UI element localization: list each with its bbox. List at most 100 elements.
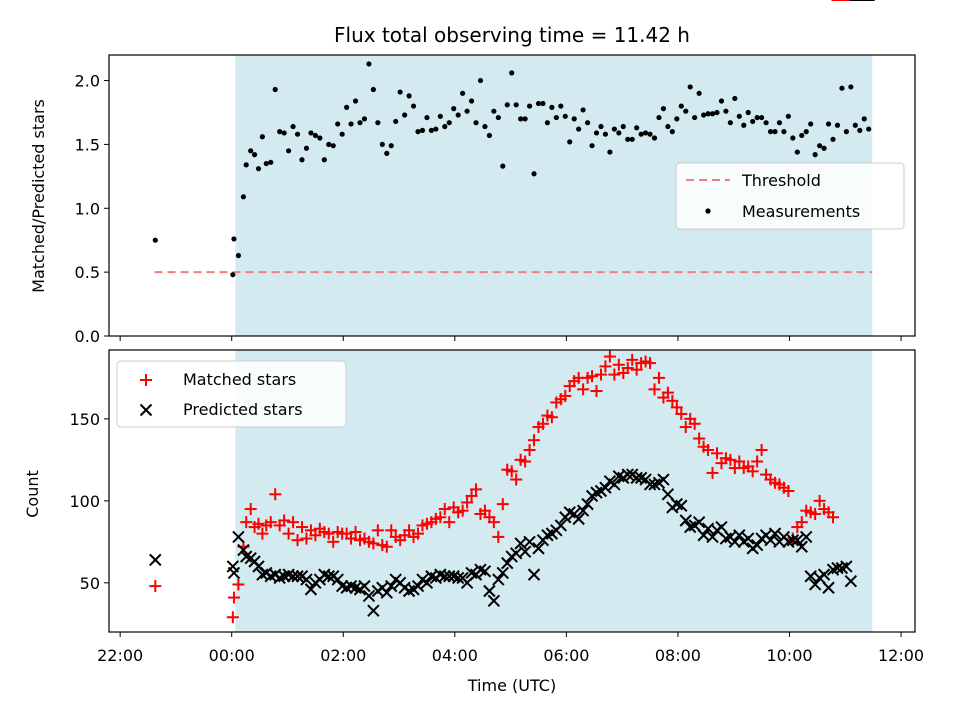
top-panel-marks bbox=[152, 61, 873, 278]
matched-star-point bbox=[505, 465, 518, 478]
measurement-point bbox=[866, 126, 872, 132]
matched-star-point bbox=[702, 444, 715, 457]
measurement-point bbox=[384, 150, 390, 156]
measurement-point bbox=[433, 126, 439, 132]
matched-star-point bbox=[470, 483, 483, 496]
matched-star-point bbox=[559, 389, 572, 402]
matched-star-point bbox=[666, 394, 679, 407]
measurement-point bbox=[674, 116, 680, 122]
x-tick-label: 22:00 bbox=[97, 646, 143, 665]
measurement-point bbox=[442, 123, 448, 130]
matched-star-point bbox=[371, 524, 384, 537]
predicted-star-point bbox=[483, 584, 496, 598]
predicted-star-point bbox=[358, 579, 371, 593]
measurement-point bbox=[299, 157, 305, 163]
predicted-star-point bbox=[487, 594, 501, 608]
measurement-point bbox=[406, 93, 412, 99]
bottom-panel: 50 100 150 22:00 00:00 02:00 04:00 06:00 08:00 1… bbox=[23, 0, 924, 695]
measurement-point bbox=[665, 123, 671, 130]
measurement-point bbox=[772, 129, 778, 135]
measurement-point bbox=[397, 89, 403, 95]
predicted-star-point bbox=[527, 568, 541, 581]
predicted-star-point bbox=[608, 478, 621, 491]
matched-star-point bbox=[300, 532, 313, 545]
matched-star-point bbox=[630, 363, 643, 376]
measurement-point bbox=[348, 121, 354, 127]
predicted-star-point bbox=[692, 515, 706, 529]
predicted-star-point bbox=[362, 589, 376, 603]
matched-star-point bbox=[492, 530, 505, 543]
measurement-point bbox=[571, 116, 577, 122]
measurement-point bbox=[388, 143, 394, 149]
matched-star-point bbox=[269, 488, 282, 501]
matched-star-point bbox=[244, 503, 257, 516]
measurement-point bbox=[736, 113, 742, 119]
matched-star-point bbox=[813, 494, 826, 507]
predicted-star-point bbox=[599, 481, 612, 494]
predicted-star-point bbox=[438, 570, 451, 583]
bottom-x-ticks: 22:00 00:00 02:00 04:00 06:00 08:00 10:00 12:00 bbox=[97, 632, 924, 665]
predicted-star-point bbox=[808, 578, 822, 591]
predicted-star-point bbox=[501, 556, 514, 570]
matched-star-point bbox=[706, 466, 719, 479]
matched-star-point bbox=[434, 511, 447, 524]
matched-star-point bbox=[252, 517, 265, 530]
measurement-point bbox=[263, 160, 269, 167]
measurement-point bbox=[272, 86, 278, 93]
measurement-point bbox=[732, 95, 738, 102]
measurement-point bbox=[799, 132, 805, 139]
matched-star-point bbox=[519, 455, 532, 468]
measurement-point bbox=[852, 122, 858, 128]
x-tick-label: 04:00 bbox=[432, 646, 478, 665]
matched-star-point bbox=[621, 362, 634, 375]
measurement-point bbox=[379, 141, 385, 148]
measurement-point bbox=[705, 111, 711, 117]
measurement-point bbox=[723, 108, 729, 114]
y-tick-label: 0.5 bbox=[75, 263, 100, 282]
predicted-star-point bbox=[621, 468, 634, 481]
matched-star-point bbox=[612, 358, 625, 371]
measurement-point bbox=[357, 120, 363, 126]
measurement-point bbox=[549, 104, 555, 110]
measurement-point bbox=[375, 120, 381, 126]
matched-star-point bbox=[327, 535, 340, 548]
matched-star-point bbox=[227, 591, 240, 604]
y-tick-label: 1.5 bbox=[75, 135, 100, 154]
measurement-point bbox=[642, 130, 649, 136]
bottom-x-axis-label: Time (UTC) bbox=[467, 676, 556, 695]
predicted-star-point bbox=[532, 542, 545, 555]
matched-star-point bbox=[232, 578, 245, 591]
legend-predicted-label: Predicted stars bbox=[183, 400, 303, 419]
matched-star-point bbox=[291, 534, 304, 547]
matched-star-point bbox=[608, 368, 621, 381]
matched-star-point bbox=[345, 532, 358, 545]
legend-matched-label: Matched stars bbox=[183, 370, 296, 389]
measurement-point bbox=[812, 152, 818, 158]
top-x-ticks bbox=[119, 336, 902, 341]
measurement-point bbox=[455, 112, 461, 118]
measurement-point bbox=[526, 103, 533, 109]
measurement-point bbox=[687, 84, 693, 90]
predicted-star-point bbox=[795, 540, 808, 553]
measurement-point bbox=[759, 114, 765, 121]
predicted-star-point bbox=[291, 570, 304, 583]
predicted-star-point bbox=[733, 529, 746, 542]
matched-star-point bbox=[523, 444, 536, 457]
bottom-y-ticks: 50 100 150 bbox=[69, 410, 109, 593]
measurement-point bbox=[540, 100, 546, 107]
predicted-star-point bbox=[822, 581, 835, 594]
measurement-point bbox=[339, 131, 345, 137]
measurement-point bbox=[243, 162, 249, 168]
predicted-star-point bbox=[768, 527, 782, 540]
matched-star-point bbox=[295, 521, 308, 534]
predicted-star-point bbox=[554, 519, 568, 532]
matched-star-point bbox=[536, 417, 549, 430]
predicted-star-point bbox=[523, 535, 536, 549]
measurement-point bbox=[152, 237, 158, 243]
matched-star-point bbox=[461, 496, 474, 509]
matched-star-point bbox=[670, 401, 683, 414]
measurement-point bbox=[235, 252, 242, 259]
matched-star-point bbox=[661, 386, 674, 399]
measurement-point bbox=[763, 120, 769, 126]
